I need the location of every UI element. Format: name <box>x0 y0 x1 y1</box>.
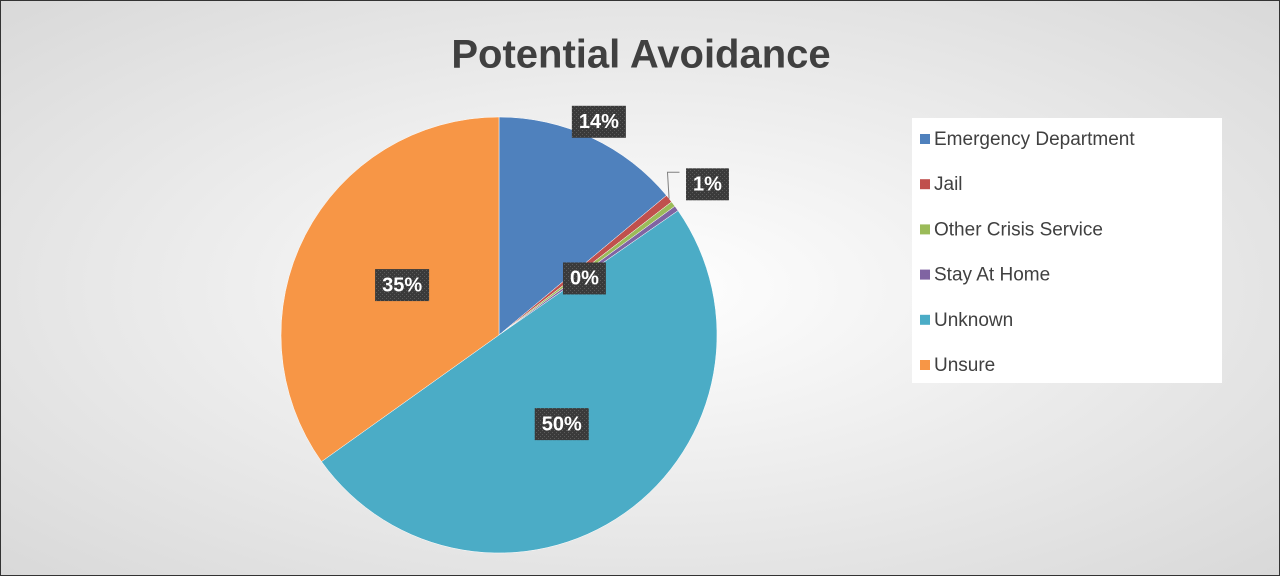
legend-swatch <box>920 314 930 325</box>
data-label-box <box>686 168 729 201</box>
data-label-box <box>375 269 430 302</box>
legend-label: Emergency Department <box>934 129 1135 150</box>
data-label: 1% <box>693 174 722 196</box>
data-label-box <box>534 408 589 441</box>
legend-swatch <box>920 134 930 144</box>
data-label: 35% <box>382 274 422 296</box>
data-label-box <box>562 262 606 295</box>
legend-swatch <box>920 269 930 280</box>
data-label-box <box>571 105 626 138</box>
legend-swatch <box>920 179 930 190</box>
legend-label: Jail <box>934 174 963 195</box>
legend-label: Other Crisis Service <box>934 219 1103 240</box>
legend-swatch <box>920 360 930 370</box>
data-label: 50% <box>542 413 582 435</box>
data-label: 14% <box>579 111 619 133</box>
legend-swatch <box>920 224 930 235</box>
legend-label: Stay At Home <box>934 265 1050 286</box>
legend-label: Unsure <box>934 355 995 376</box>
chart-title: Potential Avoidance <box>451 33 830 77</box>
legend-box <box>912 118 1222 383</box>
pie-slice <box>321 210 718 554</box>
legend-label: Unknown <box>934 310 1013 331</box>
leader-line <box>666 171 680 199</box>
data-label: 0% <box>570 268 599 290</box>
